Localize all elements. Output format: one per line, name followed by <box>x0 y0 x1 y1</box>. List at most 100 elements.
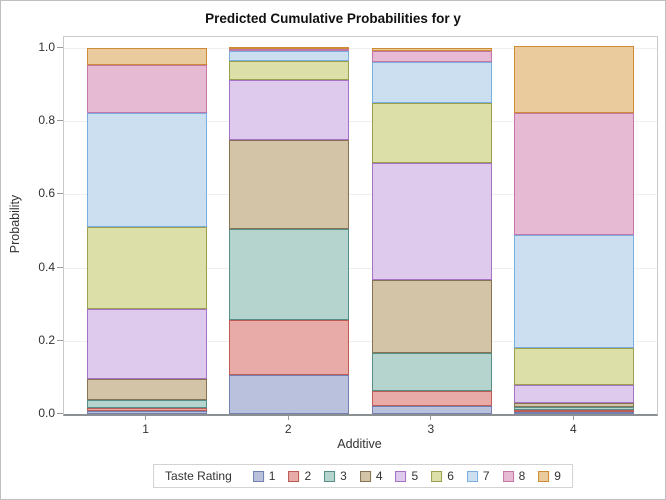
bar-segment-rating-6 <box>514 347 635 385</box>
x-axis: 1 2 3 4 <box>63 415 656 436</box>
bar-additive-4 <box>514 45 635 414</box>
x-tick-text: 3 <box>427 422 435 436</box>
chart-title: Predicted Cumulative Probabilities for y <box>205 11 461 26</box>
bar-segment-rating-7 <box>514 235 635 348</box>
gridline <box>64 194 657 196</box>
y-tick-label-0.6: 0.6 <box>38 186 55 201</box>
bar-segment-rating-3 <box>514 407 635 410</box>
legend-swatch-8 <box>502 470 514 482</box>
legend-label-7: 7 <box>482 469 490 483</box>
bar-segment-rating-8 <box>229 49 350 52</box>
x-tick-label-2: 2 <box>228 415 348 436</box>
bar-segment-rating-8 <box>514 113 635 236</box>
bar-segment-rating-5 <box>371 162 492 280</box>
x-tick-text: 2 <box>284 422 292 436</box>
bar-segment-rating-3 <box>371 353 492 392</box>
bar-segment-rating-7 <box>229 51 350 61</box>
legend-swatch-9 <box>538 470 550 482</box>
bar-segment-rating-8 <box>86 64 207 114</box>
x-axis-label: Additive <box>337 437 382 451</box>
legend-swatch-1 <box>252 470 264 482</box>
bar-segment-rating-8 <box>371 50 492 63</box>
legend-label-9: 9 <box>554 469 561 483</box>
bar-segment-rating-4 <box>371 279 492 354</box>
legend-label-5: 5 <box>411 469 419 483</box>
bar-segment-rating-9 <box>86 48 207 65</box>
gridline <box>64 121 657 123</box>
y-axis-label: Probability <box>8 194 22 254</box>
y-tick-label-0.0: 0.0 <box>38 406 55 420</box>
bar-segment-rating-1 <box>229 375 350 414</box>
bar-segment-rating-2 <box>371 391 492 407</box>
bar-segment-rating-4 <box>514 403 635 408</box>
x-tick-text: 4 <box>570 422 577 436</box>
legend-swatch-6 <box>431 470 443 482</box>
legend-item-5: 5 <box>395 469 419 483</box>
bar-segment-rating-1 <box>86 411 207 414</box>
gridline <box>64 48 657 49</box>
x-tick-label-4: 4 <box>513 415 633 436</box>
x-tick-mark <box>145 415 147 420</box>
legend-item-1: 1 <box>252 469 276 483</box>
bar-segment-rating-3 <box>86 400 207 408</box>
bar-segment-rating-7 <box>86 113 207 228</box>
y-tick-mark <box>57 193 63 195</box>
bar-segment-rating-2 <box>86 407 207 412</box>
bar-segment-rating-5 <box>229 79 350 140</box>
bar-segment-rating-4 <box>86 378 207 401</box>
legend-item-7: 7 <box>466 469 490 483</box>
x-tick-label-1: 1 <box>86 415 206 436</box>
legend-item-9: 9 <box>538 469 561 483</box>
bar-additive-2 <box>229 47 350 414</box>
bar-segment-rating-4 <box>229 139 350 229</box>
bar-segment-rating-7 <box>371 62 492 103</box>
x-tick-mark <box>430 415 432 420</box>
bar-segment-rating-3 <box>229 228 350 321</box>
legend-title: Taste Rating <box>165 469 232 483</box>
legend-swatch-2 <box>288 470 300 482</box>
legend-item-2: 2 <box>288 469 311 483</box>
legend-item-3: 3 <box>324 469 347 483</box>
bar-segment-rating-1 <box>514 412 635 414</box>
y-tick-mark <box>57 266 63 268</box>
bars-container <box>64 45 657 414</box>
bar-additive-1 <box>86 48 207 414</box>
gridline <box>64 267 657 269</box>
legend-label-4: 4 <box>375 469 383 483</box>
bar-segment-rating-1 <box>371 406 492 414</box>
legend-label-6: 6 <box>447 469 454 483</box>
x-tick-mark <box>572 415 574 420</box>
legend-items: 1 2 3 4 5 6 7 8 9 <box>252 469 561 483</box>
bar-segment-rating-5 <box>86 309 207 379</box>
legend-label-2: 2 <box>304 469 312 483</box>
x-tick-label-3: 3 <box>371 415 491 436</box>
gridline <box>64 340 657 342</box>
legend-swatch-3 <box>324 470 336 482</box>
bar-segment-rating-9 <box>229 47 350 50</box>
bar-segment-rating-2 <box>229 320 350 376</box>
legend-label-3: 3 <box>340 469 347 483</box>
legend-label-1: 1 <box>268 469 276 483</box>
bar-segment-rating-5 <box>514 384 635 404</box>
bar-segment-rating-9 <box>371 48 492 51</box>
x-tick-mark <box>287 415 289 420</box>
bar-additive-3 <box>371 48 492 414</box>
y-tick-label-0.8: 0.8 <box>38 113 55 128</box>
bar-segment-rating-6 <box>371 102 492 163</box>
legend-item-6: 6 <box>431 469 454 483</box>
y-tick-mark <box>57 120 63 122</box>
bar-segment-rating-2 <box>514 410 635 412</box>
bar-segment-rating-6 <box>86 227 207 309</box>
y-tick-mark <box>57 47 63 48</box>
legend: Taste Rating 1 2 3 4 5 6 7 8 9 <box>153 464 573 488</box>
legend-label-8: 8 <box>518 469 526 483</box>
y-tick-label-0.2: 0.2 <box>38 332 55 347</box>
y-tick-mark <box>57 413 63 414</box>
legend-item-4: 4 <box>359 469 383 483</box>
y-tick-label-1.0: 1.0 <box>38 40 55 54</box>
legend-item-8: 8 <box>502 469 526 483</box>
bar-segment-rating-9 <box>514 45 635 114</box>
y-tick-mark <box>57 339 63 341</box>
y-tick-label-0.4: 0.4 <box>38 259 55 274</box>
